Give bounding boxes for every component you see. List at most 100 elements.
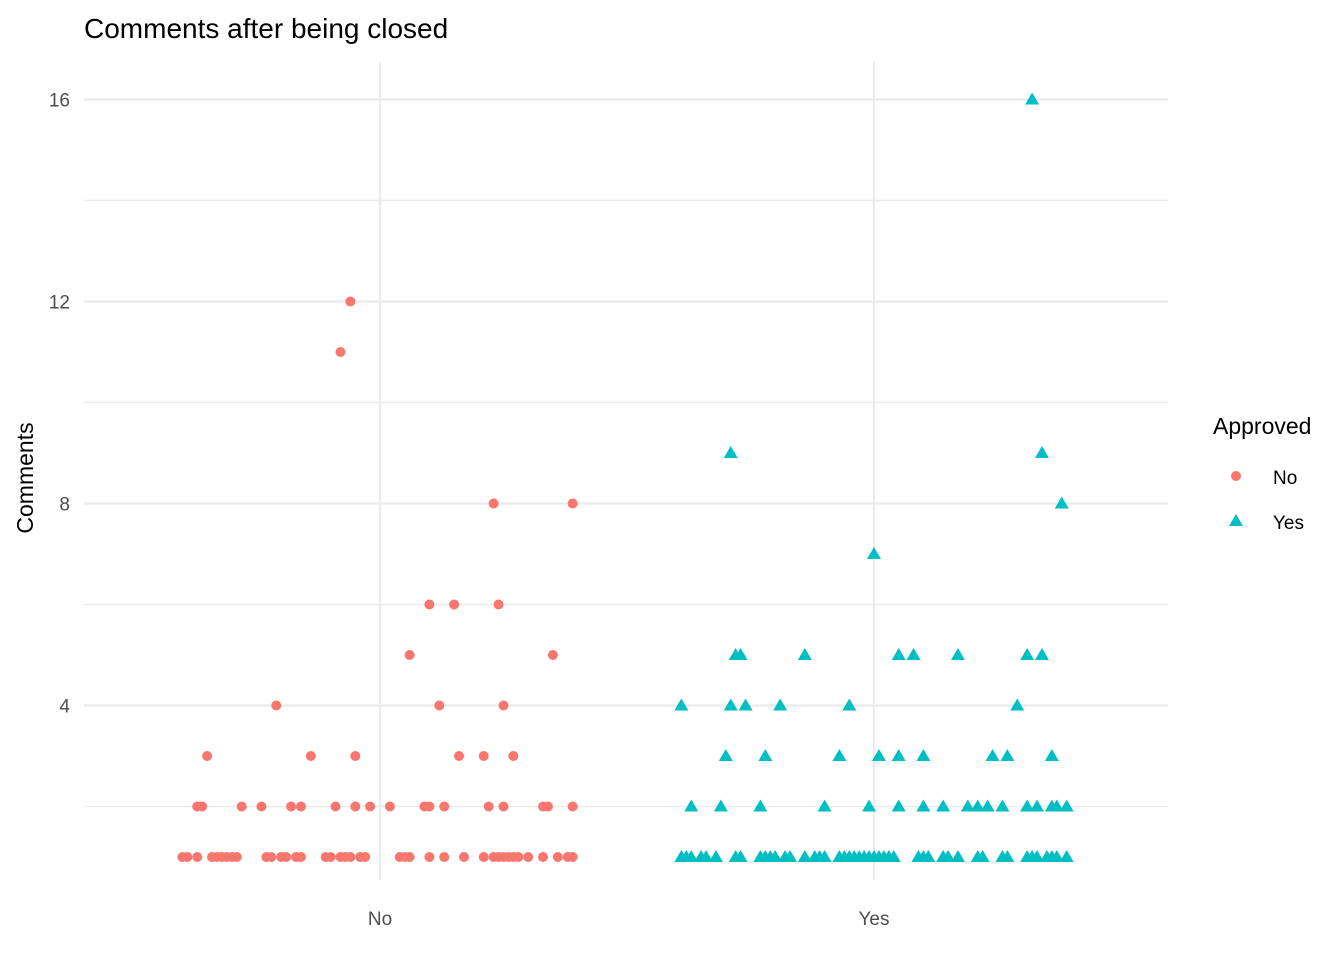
data-point-no [498,801,509,812]
data-point-yes [1049,799,1064,812]
data-point-no [567,498,578,509]
data-point-yes [950,850,965,862]
data-point-no [271,700,282,711]
data-point-yes [797,648,812,660]
data-point-yes [1044,749,1059,761]
data-point-yes [1030,850,1045,862]
data-point-no [498,700,509,711]
data-point-yes [941,850,956,862]
data-point-no [266,852,277,862]
data-point-yes [797,850,812,862]
data-point-yes [773,698,788,711]
data-point-no [454,751,465,761]
data-point-no [404,852,415,862]
data-point-no [286,801,297,812]
data-point-no [231,852,242,862]
data-point-no [182,852,193,862]
data-point-no [449,599,460,610]
data-point-yes [950,648,965,660]
data-point-yes [783,850,798,862]
data-point-yes [980,799,995,812]
data-point-yes [867,547,881,559]
legend-key-yes [1229,514,1243,526]
data-point-no [513,852,524,862]
data-point-no [305,751,316,761]
y-axis-title: Comments [12,422,38,533]
data-point-no [345,296,356,307]
series-yes-points [674,92,1074,862]
legend-key-no [1231,471,1241,481]
series-no-points [177,296,578,862]
data-point-yes [674,698,689,711]
y-tick-label: 16 [49,91,70,112]
data-point-yes [817,850,832,862]
data-point-no [295,852,306,862]
data-point-no [404,650,415,660]
data-point-yes [871,749,886,761]
data-point-no [197,801,208,812]
data-point-yes [916,749,931,761]
data-point-no [567,852,578,862]
data-point-yes [758,749,773,761]
data-point-yes [713,799,728,812]
grid-major-lines [84,62,1168,880]
data-point-yes [1059,850,1074,862]
data-point-yes [906,648,921,660]
chart-title: Comments after being closed [84,13,448,44]
y-tick-label: 4 [59,697,70,718]
y-tick-label: 8 [59,495,70,516]
data-point-yes [1054,496,1069,509]
data-point-yes [1020,799,1035,812]
data-point-yes [738,698,753,711]
data-point-yes [921,850,936,862]
data-point-no [335,347,346,357]
data-point-no [483,801,494,812]
data-point-yes [1049,850,1064,862]
data-point-no [236,801,247,812]
data-point-yes [768,850,783,862]
data-point-yes [1020,648,1035,660]
data-point-no [523,852,534,862]
data-point-yes [1059,799,1074,812]
x-tick-label: No [368,909,392,930]
data-point-yes [733,850,748,862]
data-point-no [192,852,203,862]
data-point-no [281,852,292,862]
x-axis-tick-labels: No Yes [368,909,890,930]
data-point-yes [684,799,699,812]
data-point-no [552,852,563,862]
data-point-no [330,801,341,812]
data-point-yes [891,749,906,761]
data-point-yes [975,850,990,862]
data-point-no [256,801,267,812]
y-tick-label: 12 [49,293,70,314]
data-point-yes [1034,648,1049,660]
data-point-no [547,650,558,660]
data-point-no [493,599,504,610]
data-point-no [439,852,450,862]
data-point-no [488,498,499,509]
data-point-yes [970,799,985,812]
data-point-yes [684,850,699,862]
legend: Approved No Yes [1213,413,1311,534]
data-point-yes [891,648,906,660]
data-point-yes [891,799,906,812]
y-axis-tick-labels: 4 8 12 16 [49,91,71,718]
data-point-no [508,751,519,761]
data-point-yes [842,698,857,711]
legend-label-no: No [1273,468,1297,489]
data-point-yes [733,648,748,660]
data-point-yes [1000,850,1015,862]
data-point-no [458,852,469,862]
data-point-yes [995,799,1010,812]
data-point-yes [936,799,951,812]
data-point-yes [1025,92,1040,105]
data-point-no [567,801,578,812]
data-point-yes [1010,698,1025,711]
data-point-yes [708,850,723,862]
data-point-no [325,852,336,862]
data-point-no [542,801,553,812]
data-point-no [538,852,549,862]
data-point-yes [1030,799,1045,812]
